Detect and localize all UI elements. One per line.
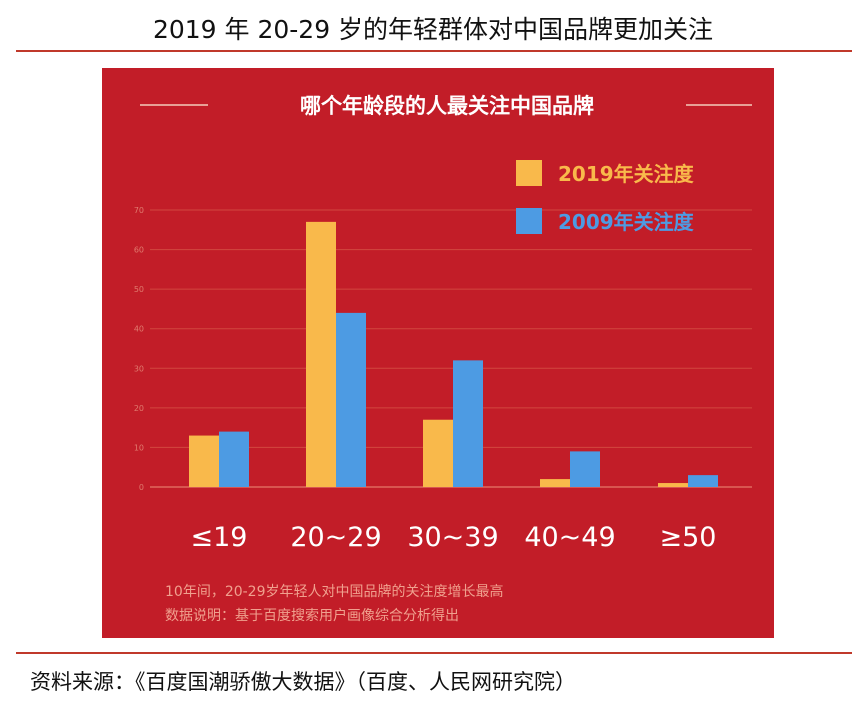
bar bbox=[219, 431, 249, 487]
x-tick-label: 30~39 bbox=[407, 522, 498, 553]
x-tick-label: 40~49 bbox=[524, 522, 615, 553]
x-tick-label: ≥50 bbox=[660, 522, 717, 553]
chart-note-2: 数据说明：基于百度搜索用户画像综合分析得出 bbox=[165, 607, 459, 624]
chart-title: 哪个年龄段的人最关注中国品牌 bbox=[300, 94, 594, 118]
bar bbox=[453, 360, 483, 487]
bar bbox=[189, 435, 219, 487]
bar bbox=[423, 419, 453, 487]
figure-title: 2019 年 20-29 岁的年轻群体对中国品牌更加关注 bbox=[152, 15, 714, 44]
bar bbox=[658, 483, 688, 487]
x-tick-labels: ≤19 20~29 30~39 40~49 ≥50 bbox=[191, 522, 717, 553]
bar bbox=[570, 451, 600, 487]
legend-swatch-2019 bbox=[516, 160, 542, 186]
y-tick-label: 40 bbox=[134, 325, 144, 334]
legend: 2019年关注度 2009年关注度 bbox=[516, 160, 695, 234]
x-tick-label: ≤19 bbox=[191, 522, 248, 553]
y-tick-label: 50 bbox=[134, 285, 144, 294]
bars bbox=[189, 221, 718, 487]
x-tick-label: 20~29 bbox=[290, 522, 381, 553]
legend-label-2019: 2019年关注度 bbox=[558, 162, 695, 186]
bottom-rule bbox=[16, 652, 852, 654]
source-text: 资料来源：《百度国潮骄傲大数据》（百度、人民网研究院） bbox=[30, 670, 576, 694]
legend-swatch-2009 bbox=[516, 208, 542, 234]
panel-background bbox=[102, 68, 774, 638]
y-tick-label: 0 bbox=[139, 483, 144, 492]
y-tick-label: 20 bbox=[134, 404, 144, 413]
bar bbox=[306, 221, 336, 487]
top-rule bbox=[16, 50, 852, 52]
bar bbox=[688, 475, 718, 487]
y-tick-label: 10 bbox=[134, 443, 144, 452]
chart-note-1: 10年间，20-29岁年轻人对中国品牌的关注度增长最高 bbox=[165, 583, 504, 600]
y-tick-labels: 0 10 20 30 40 50 60 70 bbox=[134, 206, 144, 492]
y-tick-label: 30 bbox=[134, 364, 144, 373]
bar bbox=[540, 479, 570, 487]
y-tick-label: 70 bbox=[134, 206, 144, 215]
legend-label-2009: 2009年关注度 bbox=[558, 210, 695, 234]
y-tick-label: 60 bbox=[134, 246, 144, 255]
bar bbox=[336, 312, 366, 487]
